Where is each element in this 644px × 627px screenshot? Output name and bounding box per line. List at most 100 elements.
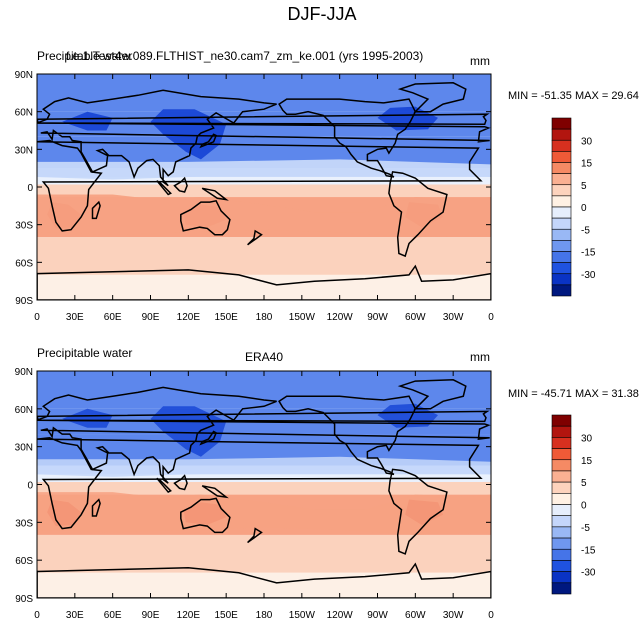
lon-tick-label: 150W	[289, 610, 316, 621]
colorbar-label: -30	[581, 568, 596, 579]
lon-tick-label: 120E	[177, 610, 201, 621]
colorbar-swatch	[551, 117, 572, 130]
colorbar-swatch	[551, 582, 572, 595]
lat-tick-label: 90S	[15, 594, 33, 605]
colorbar-label: 0	[581, 203, 587, 214]
coastline	[173, 474, 188, 491]
lat-tick-label: 60S	[15, 556, 33, 567]
coastline	[91, 498, 101, 517]
anomaly-band	[37, 237, 491, 275]
lon-tick-label: 90E	[142, 312, 160, 323]
lon-tick-label: 30E	[66, 312, 84, 323]
anomaly-region	[37, 159, 491, 180]
panel-reference: Precipitable water ERA40 mm MIN = -45.71…	[0, 313, 644, 627]
colorbar-swatch	[551, 151, 572, 163]
coastline	[247, 527, 263, 544]
lon-tick-label: 0	[488, 610, 494, 621]
colorbar-swatch	[551, 481, 572, 494]
lat-tick-label: 30N	[15, 443, 33, 454]
colorbar-swatch	[551, 515, 572, 528]
colorbar-label: -15	[581, 545, 596, 556]
coastline	[37, 139, 483, 232]
colorbar-label: 30	[581, 433, 593, 444]
colorbar-swatch	[551, 437, 572, 449]
coastline	[0, 83, 12, 112]
panel-model: Precipitable water f.e.1.Test4w.089.FLTH…	[0, 0, 644, 313]
colorbar-swatch	[551, 162, 572, 174]
coastline	[278, 98, 417, 178]
lat-tick-label: 30S	[15, 518, 33, 529]
coastline	[91, 200, 101, 220]
coastline	[37, 272, 38, 300]
colorbar-swatch	[551, 560, 572, 572]
coastline	[201, 187, 229, 201]
lon-tick-label: 90W	[367, 610, 388, 621]
lon-tick-label: 60E	[104, 610, 122, 621]
colorbar-label: 0	[581, 501, 587, 512]
colorbar-swatch	[551, 184, 572, 197]
anomaly-band	[37, 184, 491, 198]
units-label: mm	[470, 350, 490, 364]
colorbar-swatch	[551, 414, 572, 427]
anomaly-region	[37, 456, 491, 477]
anomaly-region	[150, 109, 227, 160]
coastline	[37, 264, 491, 300]
colorbar-label: 5	[581, 181, 587, 192]
plot-title: DJF-JJA	[287, 4, 357, 24]
lat-tick-label: 90N	[15, 70, 33, 81]
coastline	[37, 386, 491, 484]
lon-tick-label: 60W	[405, 610, 426, 621]
lon-tick-label: 30W	[443, 610, 464, 621]
colorbar-swatch	[551, 139, 572, 152]
variable-label: Precipitable water	[37, 346, 133, 360]
lon-tick-label: 120W	[327, 610, 354, 621]
coastline	[0, 380, 12, 409]
lon-tick-label: 150E	[214, 312, 238, 323]
anomaly-band	[37, 74, 491, 112]
lon-tick-label: 30W	[443, 312, 464, 323]
colorbar-label: 30	[581, 136, 593, 147]
anomaly-region	[62, 111, 113, 131]
colorbar-swatch	[551, 548, 572, 561]
colorbar-swatch	[551, 284, 572, 297]
colorbar-label: -5	[581, 225, 590, 236]
colorbar-swatch	[551, 195, 572, 208]
coastline	[37, 410, 490, 423]
lat-tick-label: 90N	[15, 367, 33, 378]
lon-tick-label: 150W	[289, 312, 316, 323]
coastline	[397, 379, 467, 410]
coastline	[199, 430, 218, 446]
lat-tick-label: 0	[27, 481, 33, 492]
variable-label: Precipitable water	[37, 49, 133, 63]
lon-tick-label: 120W	[327, 312, 354, 323]
anomaly-region	[62, 408, 113, 428]
colorbar-swatch	[551, 228, 572, 241]
lon-tick-label: 180	[256, 312, 273, 323]
lat-tick-label: 30S	[15, 221, 33, 232]
colorbar-label: -30	[581, 270, 596, 281]
coastline	[199, 133, 218, 149]
colorbar-swatch	[551, 206, 572, 219]
min-max-label: MIN = -45.71 MAX = 31.38	[508, 388, 639, 400]
lon-tick-label: 0	[488, 312, 494, 323]
colorbar-swatch	[551, 173, 572, 186]
colorbar-swatch	[551, 425, 572, 438]
colorbar-swatch	[551, 128, 572, 141]
lon-tick-label: 180	[256, 610, 273, 621]
units-label: mm	[470, 54, 490, 68]
coastline	[201, 485, 229, 499]
coastline	[156, 477, 172, 494]
anomaly-band	[37, 481, 491, 495]
colorbar-swatch	[551, 470, 572, 483]
colorbar-label: -15	[581, 248, 596, 259]
colorbar-swatch	[551, 240, 572, 252]
lon-tick-label: 30E	[66, 610, 84, 621]
coastline	[247, 229, 263, 246]
coastline	[397, 82, 467, 113]
colorbar-label: 15	[581, 159, 593, 170]
coastline	[0, 387, 36, 483]
lat-tick-label: 0	[27, 183, 33, 194]
coastline	[37, 113, 490, 125]
colorbar-swatch	[551, 526, 572, 539]
